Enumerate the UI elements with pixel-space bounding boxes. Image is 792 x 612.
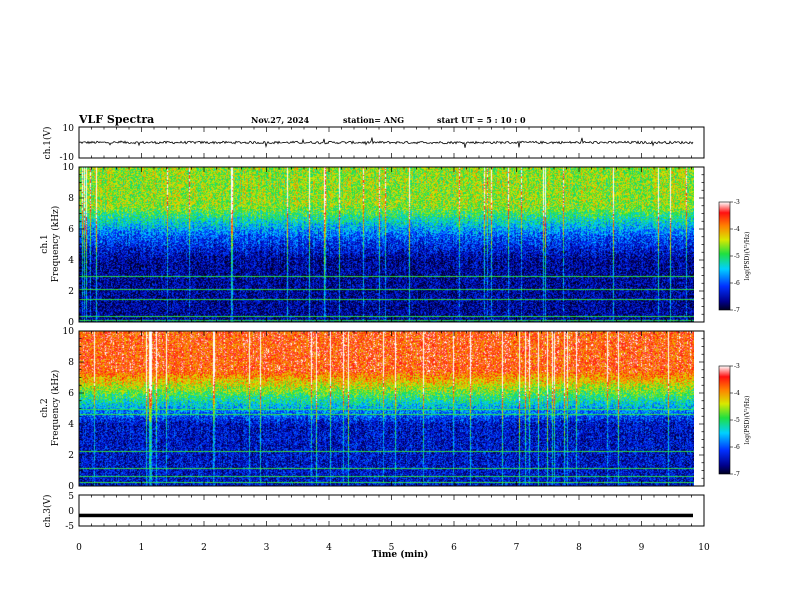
x-tick-label: 0 — [76, 543, 82, 553]
colorbar-ch2-tick-label: -7 — [734, 471, 740, 478]
x-tick-label: 5 — [389, 543, 395, 553]
colorbar-ch2-label: log(PSD)(V²/Hz) — [744, 396, 751, 445]
ch3-ylabel: ch.3(V) — [42, 495, 53, 528]
panel-ch1-waveform: 10 -10 ch.1(V) — [42, 124, 705, 163]
panel-ch1-spectrogram: 0 2 4 6 8 10 ch.1 Frequency (kHz) — [40, 163, 705, 328]
ch1-spec-ytick-label: 0 — [68, 318, 74, 328]
ch1-waveform-trace — [78, 137, 694, 148]
panel-ch2-spectrogram: 0 2 4 6 8 10 ch.2 Frequency (kHz) — [40, 327, 705, 492]
colorbar-ch2-tick-label: -3 — [734, 363, 740, 370]
colorbar-ch2-tick-label: -6 — [734, 444, 740, 451]
ch2-spec-ytick-label: 0 — [68, 482, 74, 492]
x-axis-label: Time (min) — [372, 549, 429, 560]
ch1-ytick-bottom: -10 — [60, 153, 75, 163]
ch1-spec-ytick-label: 4 — [68, 256, 74, 266]
ch2-spec-ylabel-frequency: Frequency (kHz) — [50, 370, 61, 447]
x-tick-label: 7 — [514, 543, 520, 553]
colorbar-ch1-tick-label: -3 — [734, 199, 740, 206]
ch1-spec-ytick-label: 6 — [68, 225, 74, 235]
ch1-spectrogram-heatmap — [79, 167, 694, 322]
colorbar-ch1-tick-label: -6 — [734, 280, 740, 287]
ch2-spec-ytick-label: 10 — [63, 327, 75, 337]
x-tick-label: 4 — [326, 543, 332, 553]
figure-title: VLF Spectra — [78, 113, 154, 126]
station-label: station= ANG — [343, 115, 404, 125]
ch1-spec-ytick-label: 8 — [68, 194, 74, 204]
colorbar-ch1: -3 -4 -5 -6 -7 log(PSD)(V²/Hz) — [718, 199, 751, 314]
colorbar-ch1-tick-label: -4 — [734, 226, 740, 233]
ch1-spec-ylabel-channel: ch.1 — [40, 234, 50, 253]
ch2-spec-ylabel-channel: ch.2 — [40, 398, 50, 417]
colorbar-ch2: -3 -4 -5 -6 -7 log(PSD)(V²/Hz) — [718, 363, 751, 478]
colorbar-ch1-tick-label: -5 — [734, 253, 740, 260]
x-tick-label: 1 — [139, 543, 145, 553]
ch2-spec-ytick-label: 2 — [68, 451, 74, 461]
x-tick-label: 6 — [451, 543, 457, 553]
ch2-spec-ytick-label: 6 — [68, 389, 74, 399]
x-axis-tick-labels: 0 1 2 3 4 5 6 7 8 9 10 — [76, 543, 710, 553]
panel-ch3-waveform: 5 0 -5 ch.3(V) — [42, 492, 705, 532]
x-tick-label: 3 — [264, 543, 270, 553]
ch1-spec-ytick-label: 2 — [68, 287, 74, 297]
ch3-ytick-mid: 0 — [68, 507, 74, 517]
ch3-waveform-trace — [79, 513, 693, 518]
x-axis-ticks — [78, 127, 705, 526]
x-tick-label: 8 — [576, 543, 582, 553]
colorbar-ch2-tick-label: -4 — [734, 390, 740, 397]
ch1-ylabel: ch.1(V) — [42, 127, 53, 160]
ch2-spec-ytick-label: 8 — [68, 358, 74, 368]
date-label: Nov.27, 2024 — [251, 115, 310, 125]
ch1-spec-ylabel-frequency: Frequency (kHz) — [50, 206, 61, 283]
colorbar-ch1-label: log(PSD)(V²/Hz) — [744, 232, 751, 281]
ch1-ytick-top: 10 — [63, 124, 75, 134]
ch2-spec-ytick-label: 4 — [68, 420, 74, 430]
ch3-ytick-bottom: -5 — [65, 522, 74, 532]
colorbar-ch1-tick-label: -7 — [734, 307, 740, 314]
x-tick-label: 9 — [639, 543, 645, 553]
ch3-ytick-top: 5 — [68, 492, 74, 502]
start-time-label: start UT = 5 : 10 : 0 — [437, 115, 526, 125]
x-tick-label: 2 — [201, 543, 207, 553]
ch2-spectrogram-heatmap — [79, 331, 694, 486]
colorbar-ch2-tick-label: -5 — [734, 417, 740, 424]
ch1-spec-ytick-label: 10 — [63, 163, 75, 173]
x-tick-label: 10 — [698, 543, 710, 553]
